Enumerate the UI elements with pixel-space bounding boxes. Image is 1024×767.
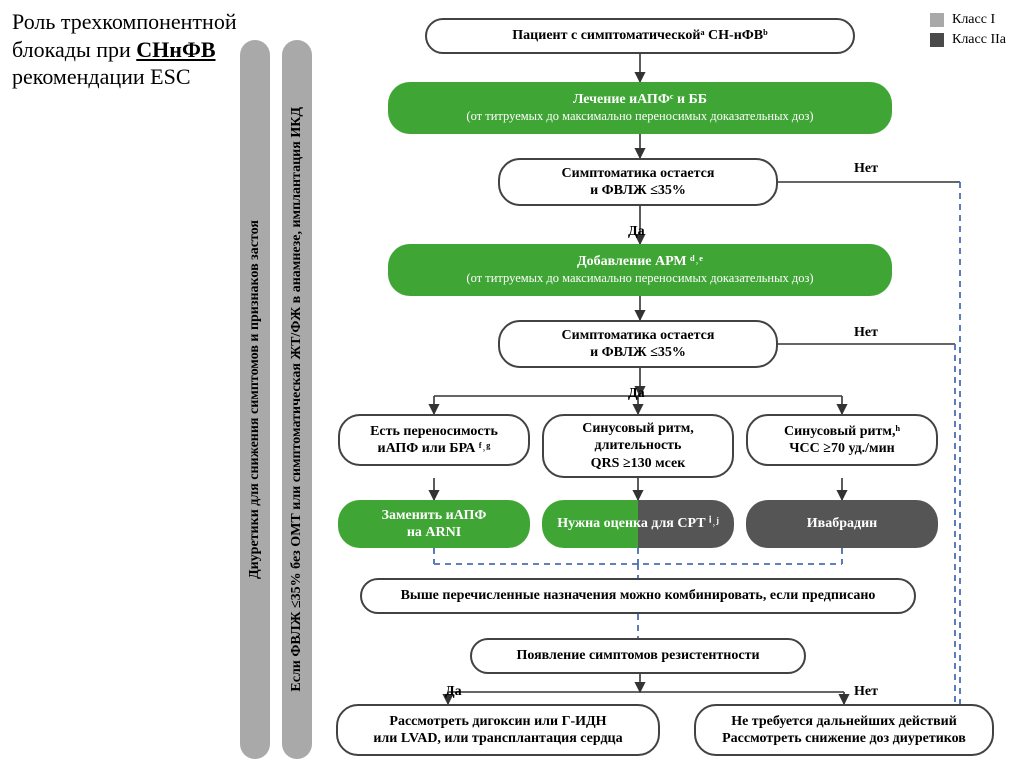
legend-swatch-2 bbox=[930, 33, 944, 47]
node-n7b: Нужна оценка для СРТ ⁱ˒ʲ bbox=[542, 500, 734, 548]
label-net3: Нет bbox=[854, 684, 878, 700]
node-subtext: (от титруемых до максимально переносимых… bbox=[466, 109, 813, 125]
node-text: Не требуется дальнейших действийРассмотр… bbox=[722, 713, 966, 748]
legend-label-2: Класс IIa bbox=[952, 32, 1006, 48]
legend: Класс I Класс IIa bbox=[930, 12, 1006, 52]
vbar-right-text: Если ФВЛЖ ≤35% без ОМТ или симптоматичес… bbox=[289, 107, 305, 692]
node-text: Симптоматика остаетсяи ФВЛЖ ≤35% bbox=[562, 327, 715, 362]
node-text: Появление симптомов резистентности bbox=[516, 647, 759, 665]
node-n9: Появление симптомов резистентности bbox=[470, 638, 806, 674]
title-l1: Роль трехкомпонентной bbox=[12, 9, 237, 34]
node-n7a: Заменить иАПФна ARNI bbox=[338, 500, 530, 548]
node-text: Добавление АРМ ᵈ˒ᵉ bbox=[577, 253, 703, 271]
page-title: Роль трехкомпонентной блокады при СНнФВ … bbox=[12, 8, 237, 91]
node-n6b: Синусовый ритм,длительностьQRS ≥130 мсек bbox=[542, 414, 734, 478]
node-text: Синусовый ритм,ʰЧСС ≥70 уд./мин bbox=[784, 423, 900, 458]
node-text: Ивабрадин bbox=[807, 515, 877, 533]
node-text: Лечение иАПФᶜ и ББ bbox=[573, 91, 707, 109]
legend-label-1: Класс I bbox=[952, 12, 995, 28]
node-n5: Симптоматика остаетсяи ФВЛЖ ≤35% bbox=[498, 320, 778, 368]
node-n6a: Есть переносимостьиАПФ или БРА ᶠ˒ᵍ bbox=[338, 414, 530, 466]
title-l3: рекомендации ESC bbox=[12, 64, 191, 89]
node-n2: Лечение иАПФᶜ и ББ(от титруемых до макси… bbox=[388, 82, 892, 134]
vbar-left-text: Диуретики для снижения симптомов и призн… bbox=[247, 220, 263, 579]
label-net1: Нет bbox=[854, 161, 878, 177]
node-text: Пациент с симптоматическойᵃ СН-нФВᵇ bbox=[512, 27, 767, 45]
legend-class2: Класс IIa bbox=[930, 32, 1006, 48]
legend-swatch-1 bbox=[930, 13, 944, 27]
node-n10b: Не требуется дальнейших действийРассмотр… bbox=[694, 704, 994, 756]
label-da3: Да bbox=[445, 684, 462, 700]
node-n6c: Синусовый ритм,ʰЧСС ≥70 уд./мин bbox=[746, 414, 938, 466]
node-n7c: Ивабрадин bbox=[746, 500, 938, 548]
node-text: Заменить иАПФна ARNI bbox=[382, 507, 487, 542]
node-n4: Добавление АРМ ᵈ˒ᵉ(от титруемых до макси… bbox=[388, 244, 892, 296]
title-l2b: СНнФВ bbox=[136, 37, 215, 62]
node-text: Рассмотреть дигоксин или Г-ИДНили LVAD, … bbox=[373, 713, 622, 748]
node-text: Есть переносимостьиАПФ или БРА ᶠ˒ᵍ bbox=[370, 423, 498, 458]
legend-class1: Класс I bbox=[930, 12, 1006, 28]
label-da1: Да bbox=[628, 224, 645, 240]
node-text: Нужна оценка для СРТ ⁱ˒ʲ bbox=[557, 515, 719, 533]
label-net2: Нет bbox=[854, 325, 878, 341]
node-n8: Выше перечисленные назначения можно комб… bbox=[360, 578, 916, 614]
node-n1: Пациент с симптоматическойᵃ СН-нФВᵇ bbox=[425, 18, 855, 54]
node-text: Выше перечисленные назначения можно комб… bbox=[401, 587, 876, 605]
node-n3: Симптоматика остаетсяи ФВЛЖ ≤35% bbox=[498, 158, 778, 206]
node-n10a: Рассмотреть дигоксин или Г-ИДНили LVAD, … bbox=[336, 704, 660, 756]
title-l2a: блокады при bbox=[12, 37, 136, 62]
label-da2: Да bbox=[628, 386, 645, 402]
node-subtext: (от титруемых до максимально переносимых… bbox=[466, 271, 813, 287]
vbar-diuretics: Диуретики для снижения симптомов и призн… bbox=[240, 40, 270, 759]
node-text: Симптоматика остаетсяи ФВЛЖ ≤35% bbox=[562, 165, 715, 200]
vbar-icd: Если ФВЛЖ ≤35% без ОМТ или симптоматичес… bbox=[282, 40, 312, 759]
node-text: Синусовый ритм,длительностьQRS ≥130 мсек bbox=[582, 420, 694, 473]
